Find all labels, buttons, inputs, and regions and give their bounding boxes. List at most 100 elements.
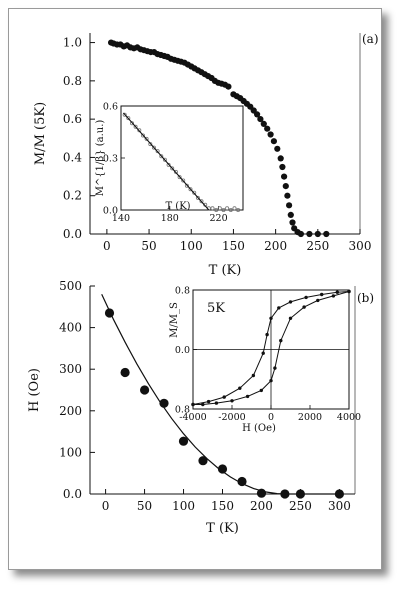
panel-b-xtick-label: 50 [137,499,152,513]
panel-a-inset-data-point [144,136,149,141]
panel-b-inset-ytick-label: 0.8 [175,286,190,297]
panel-a-inset-data-point [214,207,219,212]
panel-b-inset-loop-point [230,399,234,403]
panel-a-inset-fit-line [123,112,210,211]
panel-b-data-point [159,398,169,408]
panel-a-inset-x-axis-label: T (K) [165,201,190,212]
panel-a-ytick-label: 0.4 [63,150,82,164]
panel-a-inset-data-point [228,207,233,212]
panel-a-data-point [287,211,294,218]
panel-a-ytick-label: 0.8 [63,74,82,88]
panel-a-inset-data-point [221,207,226,212]
panel-a-xtick-label: 100 [180,239,203,253]
panel-b-data-point [104,308,115,318]
panel-b-inset-xtick-label: 0 [268,412,274,423]
panel-b-inset-loop-point [277,306,281,310]
panel-b-inset-x-axis-label: H (Oe) [242,423,276,434]
panel-b-inset-loop-point [251,373,256,378]
panel-b-inset-loop-point [206,399,211,404]
panel-a-inset-data-point [236,207,241,212]
panel-b-data-point [237,476,247,487]
panel-b-xtick-label: 0 [102,499,110,513]
panel-b-inset-loop-point [320,292,324,297]
panel-b-x-axis-label: T (K) [206,521,239,536]
panel-b-y-axis-label: H (Oe) [27,368,42,412]
panel-a-inset-data-point [162,157,167,162]
panel-b-inset-xtick-label: -2000 [218,412,245,423]
panel-b-inset-ytick-label: 0.0 [175,345,190,356]
panel-a-data-point [264,125,271,132]
panel-a-inset-data-point [140,133,145,138]
panel-a-inset-box [120,105,244,211]
panel-a-data-point [277,155,284,162]
panel-b-xtick-label: 300 [328,499,351,513]
panel-b-data-point [256,488,267,498]
figure-frame [8,8,382,570]
panel-b-data-point [140,385,150,395]
panel-b-xtick-label: 150 [211,499,234,513]
panel-a-data-point [323,230,330,238]
panel-b-inset-loop-point [331,294,336,298]
panel-a-inset-data-point [133,124,138,129]
panel-b-data-point [334,489,344,499]
panel-a-inset-data-point [225,206,230,211]
panel-a-data-point [284,192,291,199]
panel-b-inset-loop-point [222,395,226,399]
panel-a-data-point [274,145,281,152]
panel-a-inset-ytick-label: 0.0 [103,206,118,217]
panel-b-data-point [120,367,130,378]
panel-b-xtick-label: 200 [250,499,273,513]
panel-b-inset-loop-point [273,366,277,370]
panel-a-xtick-label: 200 [264,239,287,253]
panel-a-inset-xtick-label: 140 [112,213,130,224]
panel-b-inset-loop-point [214,401,219,405]
panel-b-inset-loop-point [288,316,293,320]
panel-b-inset-loop-point [238,386,242,390]
panel-a-inset-ytick-label: 0.3 [103,154,118,165]
panel-b-inset-temperature-label: 5K [207,301,225,316]
panel-a-xtick-label: 50 [141,239,156,253]
panel-b-inset-loop-point [201,402,205,407]
panel-a-data-point [289,219,296,226]
panel-a-x-axis-label: T (K) [209,263,242,278]
panel-b-inset-xtick-label: 2000 [298,412,322,423]
panel-a-inset-data-point [195,195,200,200]
panel-a-inset-data-point [199,199,204,204]
panel-b-inset-y-axis-label: M/M_S [169,302,180,338]
panel-b-inset-loop-point [245,394,250,399]
panel-b-inset-loop-point [316,298,320,303]
panel-a-label: (a) [362,32,379,46]
panel-a-data-point [297,230,304,238]
panel-a-inset-data-point [177,175,182,180]
panel-b-data-point [198,456,208,466]
panel-b-inset-loop-point [269,316,273,320]
panel-a-inset-data-point [173,169,178,174]
panel-b-data-point [178,436,189,446]
panel-a-xtick-label: 300 [349,239,372,253]
panel-a-data-point [260,120,267,127]
panel-a-data-point [270,138,277,145]
panel-a-data-point [257,116,264,123]
panel-a-inset-ytick-label: 0.6 [103,102,118,113]
panel-a-data-point [267,131,274,138]
panel-b-data-point [217,464,228,474]
panel-b-xtick-label: 100 [172,499,195,513]
panel-a-inset-data-point [217,206,222,211]
panel-a-xtick-label: 250 [306,239,329,253]
panel-a-inset-y-axis-label: M^{1/β} (a.u.) [95,120,106,197]
panel-b-inset-loop-point [288,300,293,304]
panel-a-data-point [281,173,288,180]
panel-b-inset-xtick-label: 4000 [337,412,361,423]
panel-b-ytick-label: 0.0 [63,487,82,501]
panel-a-ytick-label: 0.2 [63,189,82,203]
panel-a-data-point [314,230,321,238]
panel-b-data-point [280,489,290,499]
panel-a-data-point [282,183,289,190]
panel-a-inset-data-point [137,128,142,133]
panel-b-inset-loop-point [279,338,283,343]
panel-b-inset-upper-branch [192,291,350,405]
panel-a-inset-data-point [232,206,237,211]
panel-b-xtick-label: 250 [289,499,312,513]
panel-a-data-point [279,163,286,171]
